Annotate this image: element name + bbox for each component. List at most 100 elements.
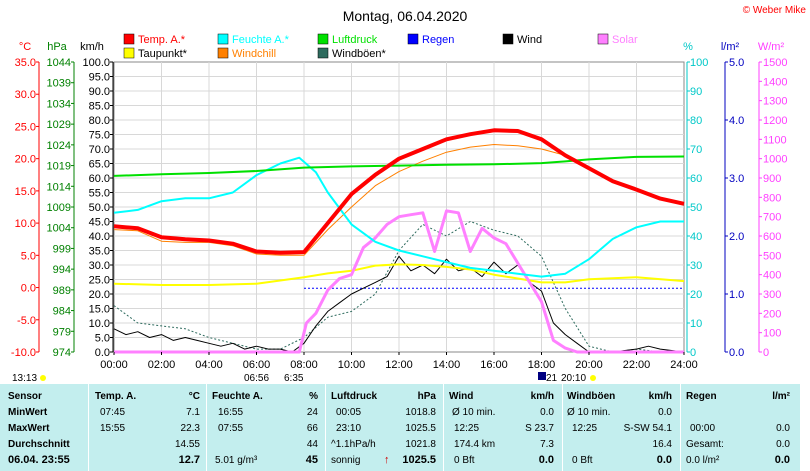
legend-swatch [407,33,419,45]
series-line-temp-a [113,128,685,255]
axis-label-humidity: 20 [690,289,702,301]
sunset-sun-icon [590,375,596,381]
legend-swatch [502,33,514,45]
axis-label-temp: 5.0 [21,250,36,262]
header-pressure-unit: hPa [417,391,436,402]
series-line-taupunkt [113,263,685,286]
axis-unit-solar: W/m² [758,41,785,53]
axis-label-solar: 1400 [763,76,787,88]
gust-beaufort: 0 Bft [572,455,593,466]
wind-run-distance: 174.4 km [454,439,496,450]
axis-label-solar: 600 [763,231,781,243]
axis-label-solar: 300 [763,289,781,301]
axis-label-solar: 1500 [763,57,787,69]
row-label-max: MaxWert [8,423,50,434]
axis-label-humidity: 30 [690,260,702,272]
column-divider [88,384,89,471]
gust-avg-value: 16.4 [652,439,672,450]
series-line-wind [113,255,685,353]
axis-label-solar: 900 [763,173,781,185]
axis-label-temp: 25.0 [15,121,36,133]
weather-chart: 00:00 02:00 04:00 06:00 08:00 10:00 12:00 14:00… [0,5,807,384]
legend-swatch [123,47,135,59]
column-divider [443,384,444,471]
header-temp-unit: °C [188,391,200,402]
time-marks-bar [0,369,800,384]
axis-unit-rain: l/m² [721,41,740,53]
humidity-absolute: 5.01 g/m³ [215,455,258,466]
humidity-avg-value: 44 [306,439,318,450]
axis-label-wind: 65.0 [89,159,110,171]
x-tick-label: 14:00 [433,359,461,371]
legend-swatch [317,47,329,59]
axis-label-rain: 5.0 [729,57,744,69]
statistics-panel: Sensor Temp. A. °C Feuchte A. % Luftdruc… [0,384,800,471]
temp-min-value: 7.1 [186,407,200,418]
moon-phase-icon [538,372,546,380]
axis-label-pressure: 1039 [47,78,71,90]
header-pressure: Luftdruck [331,391,378,402]
axis-label-solar: 800 [763,192,781,204]
x-tick-label: 12:00 [385,359,413,371]
axis-label-pressure: 1014 [47,181,71,193]
temp-avg-value: 14.55 [174,439,200,450]
wind-avg-value: 7.3 [540,439,554,450]
temp-min-time: 07:45 [100,407,126,418]
axis-label-pressure: 1029 [47,119,71,131]
current-sun-icon [40,375,46,381]
header-humidity: Feuchte A. [212,391,263,402]
x-tick-label: 16:00 [480,359,508,371]
axis-label-humidity: 90 [690,86,702,98]
column-divider [325,384,326,471]
axis-label-pressure: 1019 [47,161,71,173]
weather-forecast-text: sonnig [331,455,361,466]
gust-min-value: 0.0 [658,407,672,418]
axis-label-pressure: 989 [53,285,71,297]
axis-unit-humidity: % [683,41,693,53]
axis-label-rain: 2.0 [729,231,744,243]
header-humidity-unit: % [309,391,318,402]
axis-label-solar: 400 [763,270,781,282]
wind-now-value: 0.0 [538,454,554,466]
legend-label: Luftdruck [332,34,378,46]
legend-label: Solar [612,34,638,46]
axis-label-temp: -5.0 [17,315,36,327]
legend-label: Feuchte A.* [232,34,290,46]
humidity-min-value: 24 [306,407,318,418]
chart-grid [113,61,685,353]
temp-now-value: 12.7 [178,454,200,466]
axis-label-wind: 45.0 [89,217,110,229]
axis-label-wind: 0.0 [95,347,110,359]
axis-label-wind: 50.0 [89,202,110,214]
axis-label-pressure: 1024 [47,140,71,152]
axis-label-wind: 90.0 [89,86,110,98]
rain-now-label: 0.0 l/m² [686,455,720,466]
legend-swatch [123,33,135,45]
axis-unit-temp: °C [19,41,31,53]
axis-label-wind: 100.0 [82,57,110,69]
wind-max-time: 12:25 [454,423,480,434]
axis-label-rain: 4.0 [729,115,744,127]
x-tick-label: 02:00 [148,359,176,371]
axis-label-pressure: 974 [53,347,71,359]
axis-label-wind: 60.0 [89,173,110,185]
header-wind-unit: km/h [530,391,554,402]
header-rain: Regen [686,391,717,402]
x-tick-label: 22:00 [623,359,651,371]
axis-label-rain: 0.0 [729,347,744,359]
axis-label-pressure: 1009 [47,202,71,214]
axis-label-humidity: 40 [690,231,702,243]
row-label-now: 06.04. 23:55 [8,454,70,466]
header-rain-unit: l/m² [772,391,790,402]
axis-label-wind: 15.0 [89,304,110,316]
wind-min-value: 0.0 [540,407,554,418]
humidity-max-time: 07:55 [218,423,244,434]
chart-title: Montag, 06.04.2020 [343,8,468,24]
rain-now-value: 0.0 [774,454,790,466]
header-wind: Wind [449,391,474,402]
axis-label-temp: 20.0 [15,154,36,166]
current-time-label: 13:13 [12,373,37,384]
axis-label-temp: -10.0 [11,347,36,359]
series-line-feuchte-a [113,156,684,278]
axis-label-wind: 70.0 [89,144,110,156]
